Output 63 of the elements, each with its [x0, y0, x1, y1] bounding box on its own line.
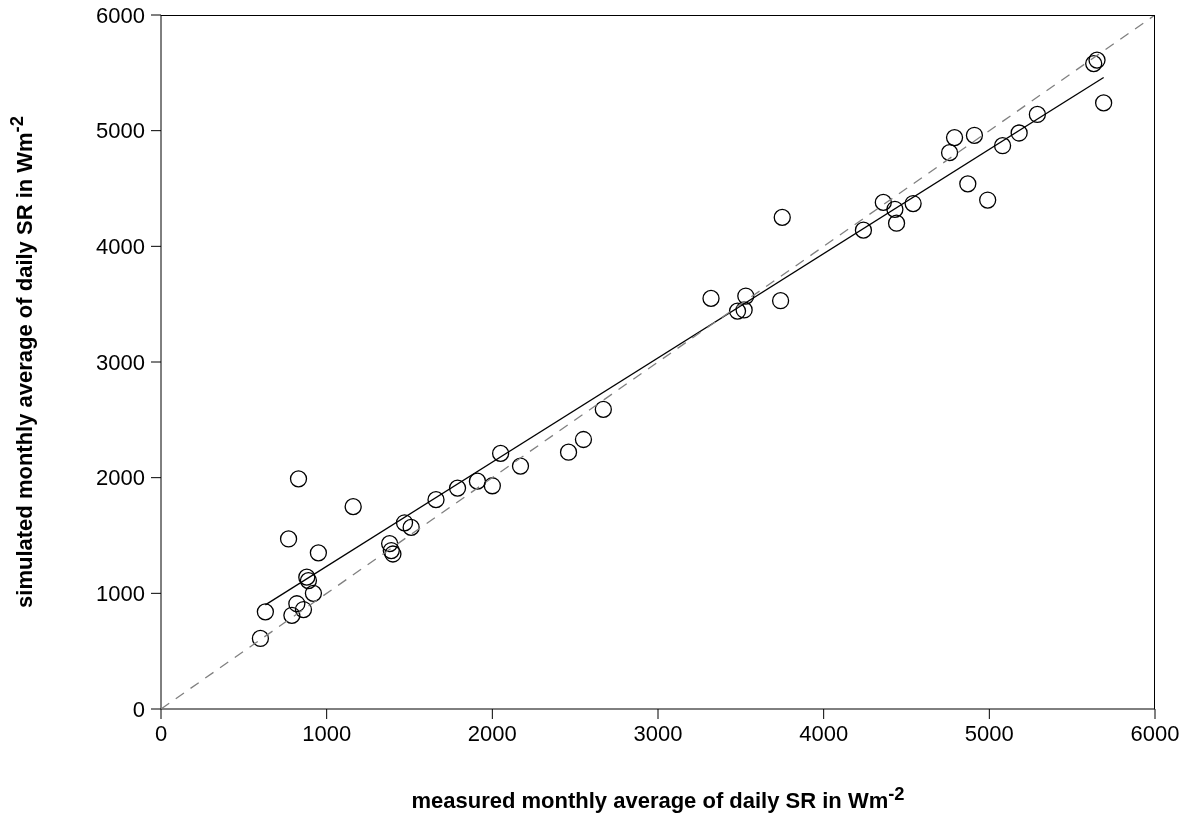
point	[904, 194, 922, 213]
point	[1088, 51, 1106, 69]
point	[887, 214, 906, 232]
point	[945, 128, 964, 147]
point	[256, 603, 275, 621]
y-tick-label: 0	[132, 696, 145, 722]
point	[448, 479, 467, 497]
point	[940, 143, 959, 162]
point	[491, 444, 510, 463]
point	[382, 541, 400, 560]
point	[427, 490, 445, 509]
x-tick-label: 6000	[1130, 720, 1180, 746]
point	[251, 629, 270, 648]
y-tick-label: 5000	[96, 118, 145, 144]
x-tick-label: 5000	[964, 720, 1014, 746]
point	[380, 534, 399, 553]
x-axis-title: measured monthly average of daily SR in Wm$^{-2}$	[411, 783, 905, 815]
point	[309, 544, 328, 562]
point	[594, 400, 612, 419]
point	[959, 175, 977, 193]
point	[559, 443, 578, 461]
point	[483, 477, 501, 495]
x-tick-label: 0	[154, 720, 168, 746]
point	[1094, 94, 1113, 112]
point	[965, 126, 984, 144]
point	[384, 545, 402, 563]
x-tick-label: 1000	[302, 720, 352, 746]
point	[511, 457, 530, 475]
x-tick-label: 3000	[633, 720, 683, 746]
point	[304, 584, 323, 602]
x-tick-label: 2000	[467, 720, 517, 746]
point	[979, 191, 997, 209]
x-tick-label: 4000	[799, 720, 849, 746]
point	[279, 530, 298, 548]
point	[771, 292, 790, 310]
point	[402, 518, 420, 537]
point	[283, 606, 301, 624]
point	[854, 221, 873, 239]
point	[773, 208, 791, 227]
point	[1085, 54, 1103, 73]
point	[737, 287, 755, 305]
point	[735, 301, 753, 319]
point	[289, 470, 308, 488]
point	[294, 600, 313, 619]
point	[574, 430, 593, 449]
point	[1028, 105, 1047, 124]
y-tick-label: 3000	[96, 349, 145, 375]
point	[993, 137, 1012, 155]
point	[874, 193, 892, 212]
y-tick-label: 2000	[96, 465, 145, 491]
y-tick-label: 1000	[96, 581, 145, 607]
point	[298, 568, 316, 586]
point	[344, 497, 362, 516]
y-tick-label: 6000	[96, 2, 145, 28]
point	[728, 302, 747, 320]
point	[288, 595, 306, 613]
point	[886, 200, 904, 218]
point	[702, 289, 720, 308]
point	[299, 571, 318, 590]
point	[395, 514, 414, 532]
point	[468, 472, 487, 490]
point	[1010, 124, 1028, 142]
y-tick-label: 4000	[96, 234, 145, 260]
